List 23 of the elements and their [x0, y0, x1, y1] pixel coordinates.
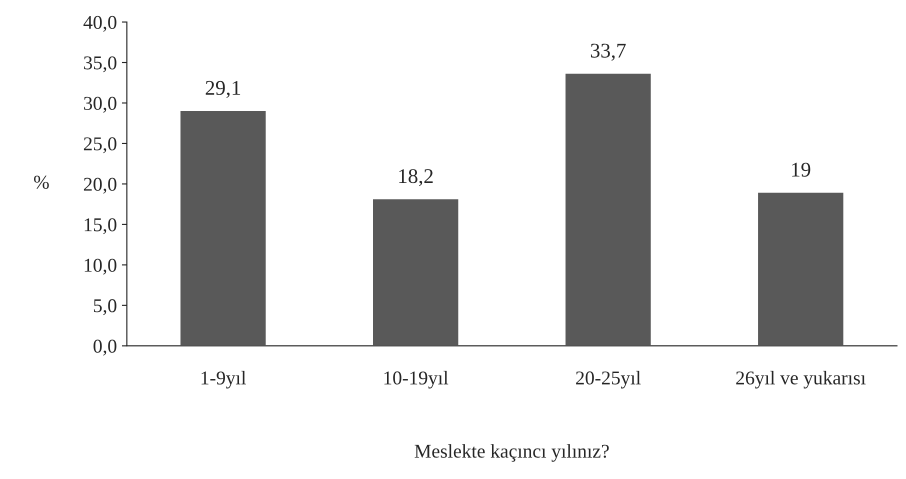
- data-label: 33,7: [590, 44, 626, 61]
- y-tick-label: 30,0: [84, 96, 116, 113]
- x-tick-label: 1-9yıl: [202, 370, 246, 389]
- y-tick-label: 35,0: [84, 56, 116, 72]
- bar: [179, 110, 268, 346]
- y-tick-label: 40,0: [83, 16, 116, 32]
- x-tick-label: 10-19yıl: [384, 370, 448, 389]
- data-label: 18,2: [399, 169, 433, 186]
- data-label: 29,1: [206, 80, 240, 98]
- y-tick-label: 15,0: [84, 218, 116, 234]
- y-tick-label: 10,0: [84, 258, 116, 275]
- x-tick-label: 20-25yıl: [576, 370, 641, 389]
- y-tick-label: 25,0: [84, 137, 116, 154]
- bar: [372, 198, 460, 346]
- y-axis-title: %: [34, 176, 49, 189]
- y-tick-label: 20,0: [84, 178, 116, 194]
- x-axis-title: Meslekte kaçıncı yılınız?: [414, 444, 609, 462]
- y-tick-label: 5,0: [94, 299, 116, 316]
- bar: [564, 72, 652, 346]
- data-label: 19: [792, 162, 810, 177]
- x-tick-label: 26yıl ve yukarısı: [736, 370, 866, 389]
- y-tick-label: 0,0: [94, 340, 116, 356]
- bar: [756, 191, 845, 346]
